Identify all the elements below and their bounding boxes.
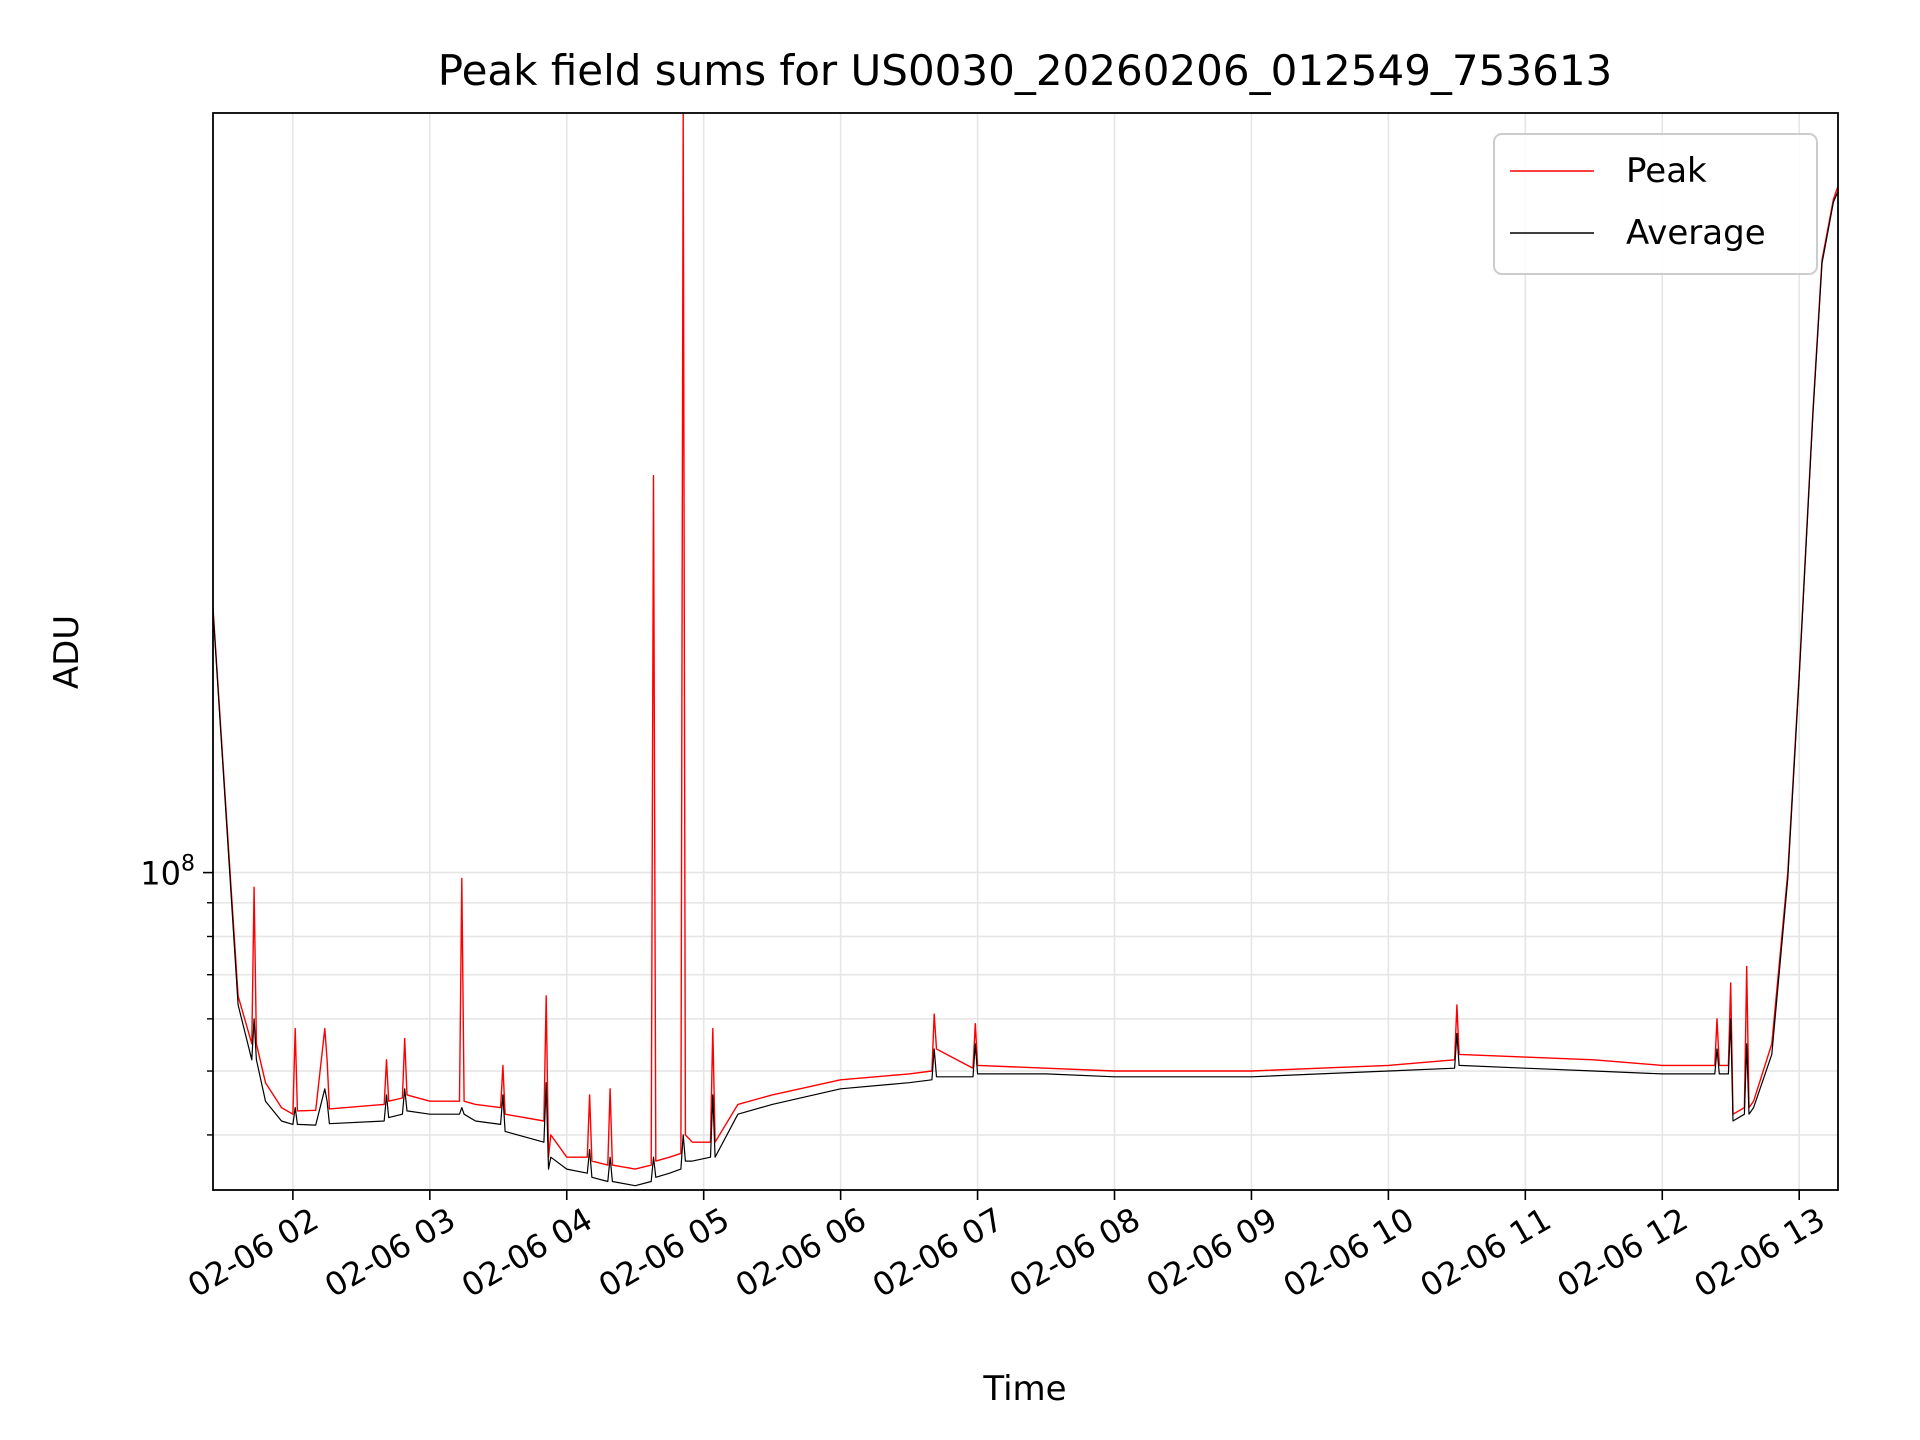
legend-peak-label: Peak [1626,151,1707,191]
x-axis-label: Time [982,1369,1066,1409]
peak-series-line [213,113,1838,1170]
y-axis-label: ADU [47,615,87,689]
average-series-line [213,191,1838,1187]
y-tick-label: 108 [140,852,195,893]
y-axis: 108 [140,852,213,1136]
plot-area [213,113,1838,1187]
legend-average-label: Average [1626,213,1766,253]
legend-box [1493,133,1818,275]
chart-title: Peak field sums for US0030_20260206_0125… [438,46,1613,95]
axes-frame [212,112,1839,1191]
legend: Peak Average [1493,133,1818,275]
grid [213,113,1838,1190]
